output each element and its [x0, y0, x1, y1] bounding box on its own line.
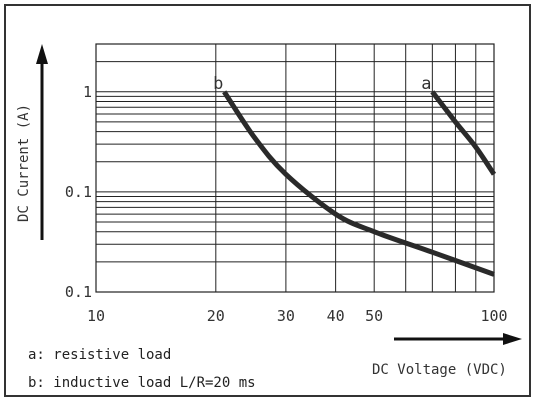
- chart-marks: ab: [213, 74, 497, 277]
- x-tick-label: 40: [327, 307, 345, 325]
- x-axis-arrow: [394, 333, 522, 345]
- y-tick-label: 1: [83, 83, 92, 101]
- y-tick-label: 0.1: [65, 283, 92, 301]
- x-tick-label: 10: [87, 307, 105, 325]
- y-axis-arrow: [36, 44, 48, 240]
- note-inductive-load: b: inductive load L/R=20 ms: [28, 375, 256, 391]
- y-axis-label: DC Current (A): [16, 104, 32, 222]
- curve-b: [222, 90, 495, 277]
- chart-grid: [95, 43, 495, 293]
- chart-labels: 10 20 30 40 50 100 1 0.1 0.1: [65, 83, 508, 325]
- y-tick-label: 0.1: [65, 183, 92, 201]
- curve-label-a: a: [421, 74, 431, 94]
- x-tick-label: 100: [480, 307, 507, 325]
- chart-frame: [4, 4, 531, 397]
- x-tick-label: 50: [365, 307, 383, 325]
- plot-area: [95, 43, 495, 293]
- curve-a: [430, 90, 497, 176]
- note-resistive-load: a: resistive load: [28, 347, 172, 363]
- x-tick-label: 30: [277, 307, 295, 325]
- curve-label-b: b: [213, 74, 223, 94]
- x-axis-label: DC Voltage (VDC): [372, 362, 507, 378]
- x-tick-label: 20: [207, 307, 225, 325]
